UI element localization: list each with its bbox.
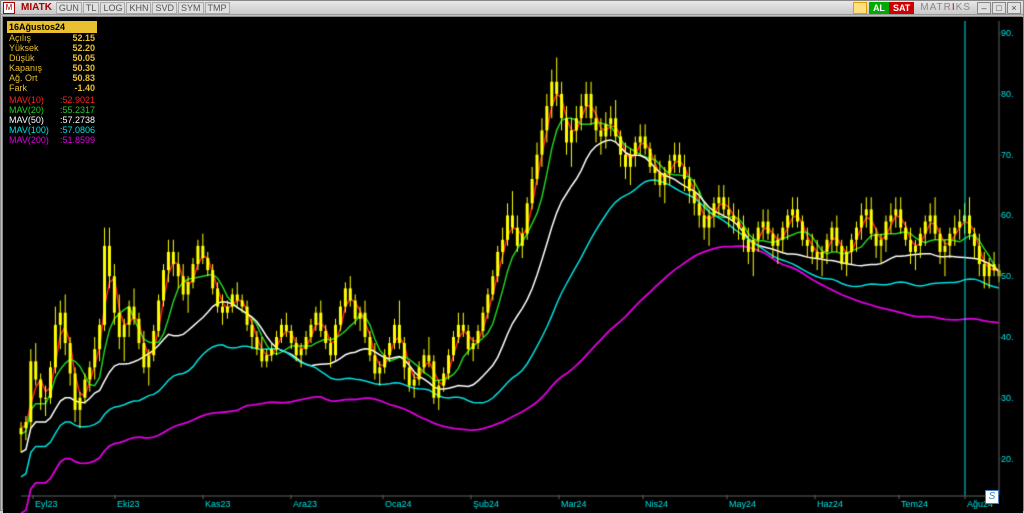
- close-button[interactable]: ×: [1007, 2, 1021, 14]
- info-row: Kapanış50.30: [7, 63, 97, 73]
- ohlc-info-box: 16Ağustos24 Açılış52.15Yüksek52.20Düşük5…: [7, 21, 97, 145]
- app-window: M MIATK GUNTLLOGKHNSVDSYMTMP AL SAT MATR…: [0, 0, 1024, 511]
- ticker-label: MIATK: [17, 2, 56, 13]
- toolbar-buttons: GUNTLLOGKHNSVDSYMTMP: [56, 2, 231, 14]
- ma-indicator: MAV(100):57.0806: [7, 125, 97, 135]
- app-logo-icon: M: [3, 2, 15, 14]
- toolbar-btn-sym[interactable]: SYM: [178, 2, 204, 14]
- sell-button[interactable]: SAT: [889, 2, 914, 14]
- toolbar-btn-gun[interactable]: GUN: [56, 2, 82, 14]
- toolbar-btn-log[interactable]: LOG: [100, 2, 125, 14]
- ma-indicator: MAV(10):52.9021: [7, 95, 97, 105]
- ma-indicator: MAV(50):57.2738: [7, 115, 97, 125]
- toolbar-btn-tl[interactable]: TL: [83, 2, 100, 14]
- indicator-icon[interactable]: [853, 2, 867, 14]
- ma-indicator: MAV(20):55.2317: [7, 105, 97, 115]
- toolbar-btn-khn[interactable]: KHN: [126, 2, 151, 14]
- maximize-button[interactable]: □: [992, 2, 1006, 14]
- info-row: Düşük50.05: [7, 53, 97, 63]
- ma-indicator: MAV(200):51.8599: [7, 135, 97, 145]
- window-controls: – □ ×: [977, 2, 1021, 14]
- toolbar-btn-tmp[interactable]: TMP: [205, 2, 230, 14]
- info-row: Ağ. Ort50.83: [7, 73, 97, 83]
- chart-area[interactable]: 16Ağustos24 Açılış52.15Yüksek52.20Düşük5…: [2, 16, 1022, 509]
- buy-button[interactable]: AL: [869, 2, 889, 14]
- info-date: 16Ağustos24: [7, 21, 97, 33]
- minimize-button[interactable]: –: [977, 2, 991, 14]
- brand-label: MATRIKS: [914, 2, 977, 13]
- info-row: Açılış52.15: [7, 33, 97, 43]
- info-row: Yüksek52.20: [7, 43, 97, 53]
- chart-canvas[interactable]: [3, 17, 1023, 513]
- toolbar-btn-svd[interactable]: SVD: [152, 2, 177, 14]
- watermark-icon: S: [985, 490, 999, 504]
- info-row: Fark-1.40: [7, 83, 97, 93]
- titlebar: M MIATK GUNTLLOGKHNSVDSYMTMP AL SAT MATR…: [1, 1, 1023, 15]
